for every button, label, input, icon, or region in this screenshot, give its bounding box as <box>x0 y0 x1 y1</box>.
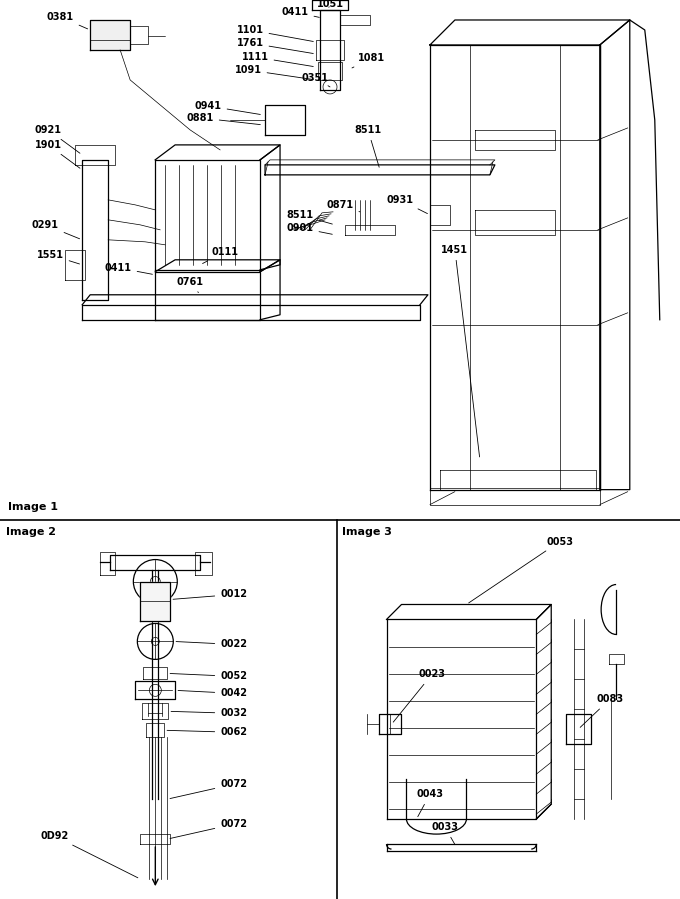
Text: 0042: 0042 <box>178 689 248 699</box>
Text: Image 2: Image 2 <box>5 527 56 537</box>
Text: 8511: 8511 <box>286 209 333 224</box>
Text: 0012: 0012 <box>173 590 248 600</box>
Text: 0072: 0072 <box>170 819 248 839</box>
Text: 0062: 0062 <box>167 727 248 737</box>
Text: 0901: 0901 <box>286 223 333 235</box>
Text: 1551: 1551 <box>37 250 80 264</box>
Text: 1111: 1111 <box>241 52 313 67</box>
Text: 0411: 0411 <box>282 7 320 17</box>
Text: 0351: 0351 <box>301 73 330 87</box>
Text: 0052: 0052 <box>170 672 248 681</box>
Text: 1451: 1451 <box>441 245 479 457</box>
Text: 0D92: 0D92 <box>41 831 138 877</box>
Circle shape <box>150 576 160 586</box>
Text: 0291: 0291 <box>32 220 80 239</box>
Polygon shape <box>140 582 170 621</box>
Text: 0083: 0083 <box>580 694 624 727</box>
Text: Image 1: Image 1 <box>8 502 58 512</box>
Text: 0072: 0072 <box>170 779 248 798</box>
Text: 0941: 0941 <box>194 101 260 114</box>
Text: 0761: 0761 <box>177 277 203 292</box>
Text: 0033: 0033 <box>431 822 458 845</box>
Text: 0022: 0022 <box>176 639 248 649</box>
Text: 8511: 8511 <box>354 125 381 167</box>
Text: 0921: 0921 <box>35 125 80 153</box>
Text: 1051: 1051 <box>316 0 343 9</box>
Text: 0411: 0411 <box>105 263 152 274</box>
Text: 0032: 0032 <box>171 708 248 718</box>
Text: Image 3: Image 3 <box>341 527 392 537</box>
Text: 0111: 0111 <box>203 247 239 263</box>
Text: 0931: 0931 <box>386 195 428 214</box>
Polygon shape <box>90 20 130 50</box>
Text: 1081: 1081 <box>352 53 386 68</box>
Text: 0381: 0381 <box>47 12 88 29</box>
Text: 1091: 1091 <box>235 65 313 79</box>
Text: 0871: 0871 <box>326 200 360 212</box>
Text: 1901: 1901 <box>35 140 80 168</box>
Text: 0043: 0043 <box>416 789 443 816</box>
Text: 1101: 1101 <box>237 25 313 41</box>
Text: 0881: 0881 <box>186 113 260 125</box>
Text: 1761: 1761 <box>237 38 313 54</box>
Text: 0053: 0053 <box>469 537 573 603</box>
Circle shape <box>152 637 159 645</box>
Text: 0023: 0023 <box>393 670 445 722</box>
